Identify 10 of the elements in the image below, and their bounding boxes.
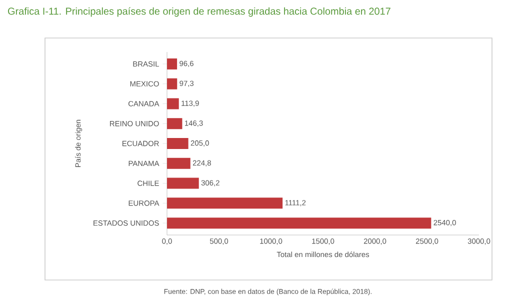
bar (167, 98, 179, 110)
bar (167, 138, 188, 150)
bar (167, 118, 182, 130)
chart-title: Grafica I-11. Principales países de origen de remesas giradas hacia Colombia en 2017 (8, 7, 390, 17)
bar (167, 218, 432, 229)
bar (167, 198, 283, 209)
bar (167, 178, 199, 189)
bar (167, 158, 190, 169)
bar (167, 58, 178, 70)
bar (167, 78, 178, 90)
